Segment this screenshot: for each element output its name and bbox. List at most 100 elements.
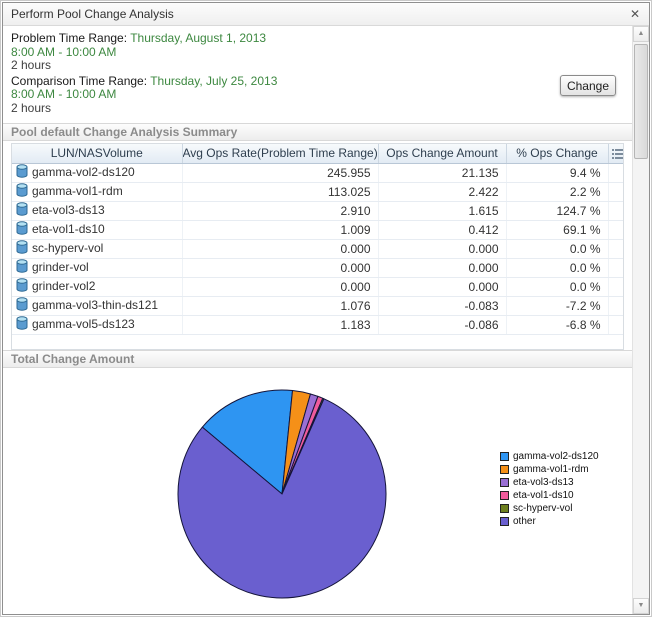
pie-slice-gamma-vol2-ds120 <box>201 389 294 495</box>
ops-change-amount-value: 1.615 <box>378 201 507 221</box>
comparison-time-range-line: Comparison Time Range: Thursday, July 25… <box>11 73 624 89</box>
legend-swatch <box>500 504 509 513</box>
problem-time-range-label: Problem Time Range: <box>11 31 128 45</box>
ops-change-amount-value: -0.083 <box>378 296 507 316</box>
ops-change-amount-value: 0.412 <box>378 220 507 240</box>
avg-ops-rate-value: 1.183 <box>182 315 379 335</box>
ops-change-amount-value: -0.086 <box>378 315 507 335</box>
comparison-time-range-label: Comparison Time Range: <box>11 73 148 88</box>
legend-swatch <box>500 478 509 487</box>
column-header-pct-ops-change[interactable]: % Ops Change <box>506 144 609 164</box>
table-row[interactable]: gamma-vol2-ds120 245.955 21.135 9.4 % <box>12 163 623 183</box>
summary-section-header: Pool default Change Analysis Summary <box>3 123 632 141</box>
lun-icon <box>16 202 28 219</box>
lun-name: sc-hyperv-vol <box>32 241 104 255</box>
chart-legend: gamma-vol2-ds120 gamma-vol1-rdm eta-vol3… <box>500 450 599 528</box>
legend-label: eta-vol3-ds13 <box>513 477 574 488</box>
column-settings-icon[interactable] <box>612 148 623 162</box>
comparison-time-range-hours: 8:00 AM - 10:00 AM <box>11 87 117 101</box>
column-settings-header[interactable] <box>608 144 623 164</box>
time-range-block: Problem Time Range: Thursday, August 1, … <box>3 26 632 123</box>
legend-item: gamma-vol1-rdm <box>500 463 599 476</box>
scroll-down-icon[interactable]: ▼ <box>633 598 649 614</box>
table-row[interactable]: sc-hyperv-vol 0.000 0.000 0.0 % <box>12 239 623 259</box>
avg-ops-rate-value: 1.009 <box>182 220 379 240</box>
legend-label: sc-hyperv-vol <box>513 503 573 514</box>
lun-name: eta-vol3-ds13 <box>32 203 105 217</box>
lun-icon <box>16 316 28 333</box>
table-row[interactable]: grinder-vol2 0.000 0.000 0.0 % <box>12 277 623 297</box>
summary-table-panel: LUN/NASVolume Avg Ops Rate(Problem Time … <box>11 143 624 350</box>
change-analysis-table: LUN/NASVolume Avg Ops Rate(Problem Time … <box>12 144 623 335</box>
avg-ops-rate-value: 0.000 <box>182 277 379 297</box>
avg-ops-rate-value: 0.000 <box>182 258 379 278</box>
legend-label: other <box>513 516 536 527</box>
lun-name: grinder-vol <box>32 260 89 274</box>
dialog-content: Problem Time Range: Thursday, August 1, … <box>3 26 632 614</box>
column-header-avg-ops-rate[interactable]: Avg Ops Rate(Problem Time Range) <box>182 144 379 164</box>
column-header-lun-nasvolume[interactable]: LUN/NASVolume <box>12 144 183 164</box>
pie-chart <box>177 389 387 599</box>
lun-icon <box>16 240 28 257</box>
lun-name: gamma-vol2-ds120 <box>32 165 135 179</box>
pct-ops-change-value: 0.0 % <box>506 258 609 278</box>
legend-swatch <box>500 517 509 526</box>
avg-ops-rate-value: 113.025 <box>182 182 379 202</box>
table-row[interactable]: grinder-vol 0.000 0.000 0.0 % <box>12 258 623 278</box>
table-row[interactable]: eta-vol1-ds10 1.009 0.412 69.1 % <box>12 220 623 240</box>
pct-ops-change-value: 0.0 % <box>506 239 609 259</box>
legend-swatch <box>500 465 509 474</box>
pct-ops-change-value: 0.0 % <box>506 277 609 297</box>
title-bar: Perform Pool Change Analysis ✕ <box>3 3 649 26</box>
lun-name: eta-vol1-ds10 <box>32 222 105 236</box>
chart-section-header: Total Change Amount <box>3 350 632 368</box>
pct-ops-change-value: -7.2 % <box>506 296 609 316</box>
legend-swatch <box>500 491 509 500</box>
comparison-duration: 2 hours <box>11 100 52 115</box>
avg-ops-rate-value: 1.076 <box>182 296 379 316</box>
lun-icon <box>16 297 28 314</box>
table-row[interactable]: gamma-vol5-ds123 1.183 -0.086 -6.8 % <box>12 315 623 335</box>
problem-time-range-line: Problem Time Range: Thursday, August 1, … <box>11 31 624 46</box>
vertical-scrollbar[interactable]: ▲ ▼ <box>632 26 649 614</box>
lun-name: grinder-vol2 <box>32 279 96 293</box>
avg-ops-rate-value: 0.000 <box>182 239 379 259</box>
legend-label: gamma-vol2-ds120 <box>513 451 599 462</box>
column-header-ops-change-amount[interactable]: Ops Change Amount <box>378 144 507 164</box>
legend-item: eta-vol1-ds10 <box>500 489 599 502</box>
scroll-up-icon[interactable]: ▲ <box>633 26 649 42</box>
table-row[interactable]: eta-vol3-ds13 2.910 1.615 124.7 % <box>12 201 623 221</box>
legend-item: sc-hyperv-vol <box>500 502 599 515</box>
legend-label: gamma-vol1-rdm <box>513 464 589 475</box>
pct-ops-change-value: 9.4 % <box>506 163 609 183</box>
problem-duration: 2 hours <box>11 58 52 72</box>
change-button[interactable]: Change <box>560 75 616 96</box>
ops-change-amount-value: 0.000 <box>378 239 507 259</box>
problem-time-range-hours: 8:00 AM - 10:00 AM <box>11 44 117 59</box>
lun-icon <box>16 221 28 238</box>
ops-change-amount-value: 2.422 <box>378 182 507 202</box>
lun-icon <box>16 183 28 200</box>
legend-item: other <box>500 515 599 528</box>
ops-change-amount-value: 0.000 <box>378 277 507 297</box>
pct-ops-change-value: -6.8 % <box>506 315 609 335</box>
lun-name: gamma-vol1-rdm <box>32 184 123 198</box>
lun-icon <box>16 278 28 295</box>
avg-ops-rate-value: 245.955 <box>182 163 379 183</box>
table-header-row: LUN/NASVolume Avg Ops Rate(Problem Time … <box>12 144 623 164</box>
scrollbar-thumb[interactable] <box>634 44 648 159</box>
lun-name: gamma-vol3-thin-ds121 <box>32 298 159 312</box>
comparison-time-range-date: Thursday, July 25, 2013 <box>150 73 278 88</box>
table-row[interactable]: gamma-vol3-thin-ds121 1.076 -0.083 -7.2 … <box>12 296 623 316</box>
ops-change-amount-value: 21.135 <box>378 163 507 183</box>
lun-name: gamma-vol5-ds123 <box>32 317 135 331</box>
pct-ops-change-value: 2.2 % <box>506 182 609 202</box>
table-row[interactable]: gamma-vol1-rdm 113.025 2.422 2.2 % <box>12 182 623 202</box>
close-icon[interactable]: ✕ <box>629 7 640 21</box>
pct-ops-change-value: 69.1 % <box>506 220 609 240</box>
ops-change-amount-value: 0.000 <box>378 258 507 278</box>
dialog-title: Perform Pool Change Analysis <box>11 7 174 21</box>
avg-ops-rate-value: 2.910 <box>182 201 379 221</box>
